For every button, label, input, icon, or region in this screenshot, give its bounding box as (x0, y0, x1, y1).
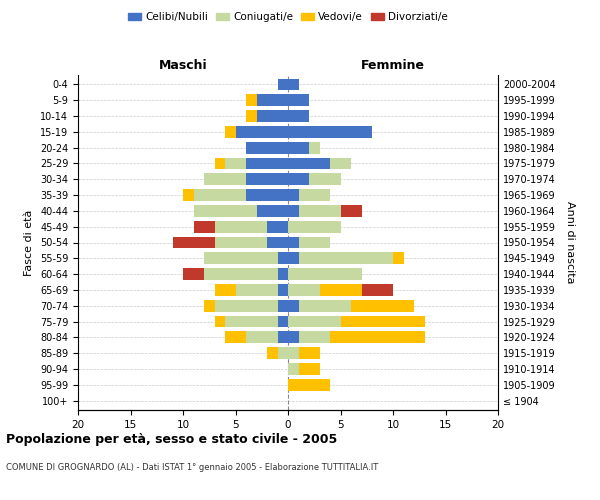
Bar (299, 300, 351, 312)
Bar (225, 316, 277, 328)
Bar (173, 236, 215, 248)
Bar (277, 284, 288, 296)
Bar (288, 284, 320, 296)
Bar (288, 252, 299, 264)
Bar (288, 300, 299, 312)
Bar (277, 316, 288, 328)
Bar (351, 300, 414, 312)
Bar (183, 268, 204, 280)
Bar (215, 236, 267, 248)
Bar (288, 316, 341, 328)
Bar (246, 174, 288, 185)
Bar (320, 284, 361, 296)
Bar (288, 158, 330, 170)
Text: Femmine: Femmine (361, 60, 425, 72)
Bar (288, 268, 361, 280)
Bar (330, 158, 351, 170)
Bar (277, 268, 288, 280)
Bar (225, 332, 246, 343)
Bar (288, 142, 309, 154)
Bar (246, 142, 288, 154)
Bar (257, 110, 288, 122)
Bar (299, 347, 320, 359)
Bar (183, 189, 193, 201)
Bar (288, 126, 372, 138)
Bar (277, 332, 288, 343)
Bar (246, 110, 257, 122)
Bar (257, 205, 288, 217)
Bar (299, 205, 341, 217)
Bar (299, 363, 320, 375)
Bar (277, 78, 288, 90)
Bar (215, 316, 225, 328)
Bar (288, 332, 299, 343)
Bar (299, 332, 330, 343)
Bar (225, 126, 235, 138)
Bar (246, 158, 288, 170)
Bar (288, 205, 299, 217)
Bar (246, 94, 257, 106)
Bar (277, 252, 288, 264)
Bar (277, 347, 288, 359)
Bar (309, 174, 341, 185)
Bar (204, 174, 246, 185)
Bar (257, 94, 288, 106)
Bar (246, 332, 277, 343)
Bar (267, 236, 288, 248)
Y-axis label: Anni di nascita: Anni di nascita (565, 201, 575, 284)
Bar (193, 205, 257, 217)
Bar (277, 300, 288, 312)
Bar (204, 268, 277, 280)
Bar (288, 221, 341, 232)
Bar (341, 316, 425, 328)
Bar (193, 189, 246, 201)
Bar (309, 142, 320, 154)
Bar (235, 284, 277, 296)
Bar (288, 236, 299, 248)
Bar (204, 300, 215, 312)
Bar (215, 221, 267, 232)
Text: Maschi: Maschi (158, 60, 208, 72)
Bar (299, 252, 393, 264)
Bar (288, 363, 299, 375)
Y-axis label: Fasce di età: Fasce di età (25, 210, 34, 276)
Bar (330, 332, 425, 343)
Bar (225, 158, 246, 170)
Bar (246, 189, 288, 201)
Bar (193, 221, 215, 232)
Bar (393, 252, 404, 264)
Text: COMUNE DI GROGNARDO (AL) - Dati ISTAT 1° gennaio 2005 - Elaborazione TUTTITALIA.: COMUNE DI GROGNARDO (AL) - Dati ISTAT 1°… (6, 462, 378, 471)
Bar (204, 252, 277, 264)
Bar (288, 174, 309, 185)
Bar (288, 78, 299, 90)
Bar (361, 284, 393, 296)
Bar (288, 189, 299, 201)
Bar (299, 236, 330, 248)
Bar (215, 300, 277, 312)
Bar (215, 158, 225, 170)
Bar (288, 110, 309, 122)
Bar (288, 379, 330, 390)
Text: Popolazione per età, sesso e stato civile - 2005: Popolazione per età, sesso e stato civil… (6, 432, 337, 446)
Bar (288, 347, 299, 359)
Bar (267, 347, 277, 359)
Bar (215, 284, 235, 296)
Bar (288, 94, 309, 106)
Legend: Celibi/Nubili, Coniugati/e, Vedovi/e, Divorziati/e: Celibi/Nubili, Coniugati/e, Vedovi/e, Di… (124, 8, 452, 26)
Bar (341, 205, 361, 217)
Bar (267, 221, 288, 232)
Bar (299, 189, 330, 201)
Bar (235, 126, 288, 138)
